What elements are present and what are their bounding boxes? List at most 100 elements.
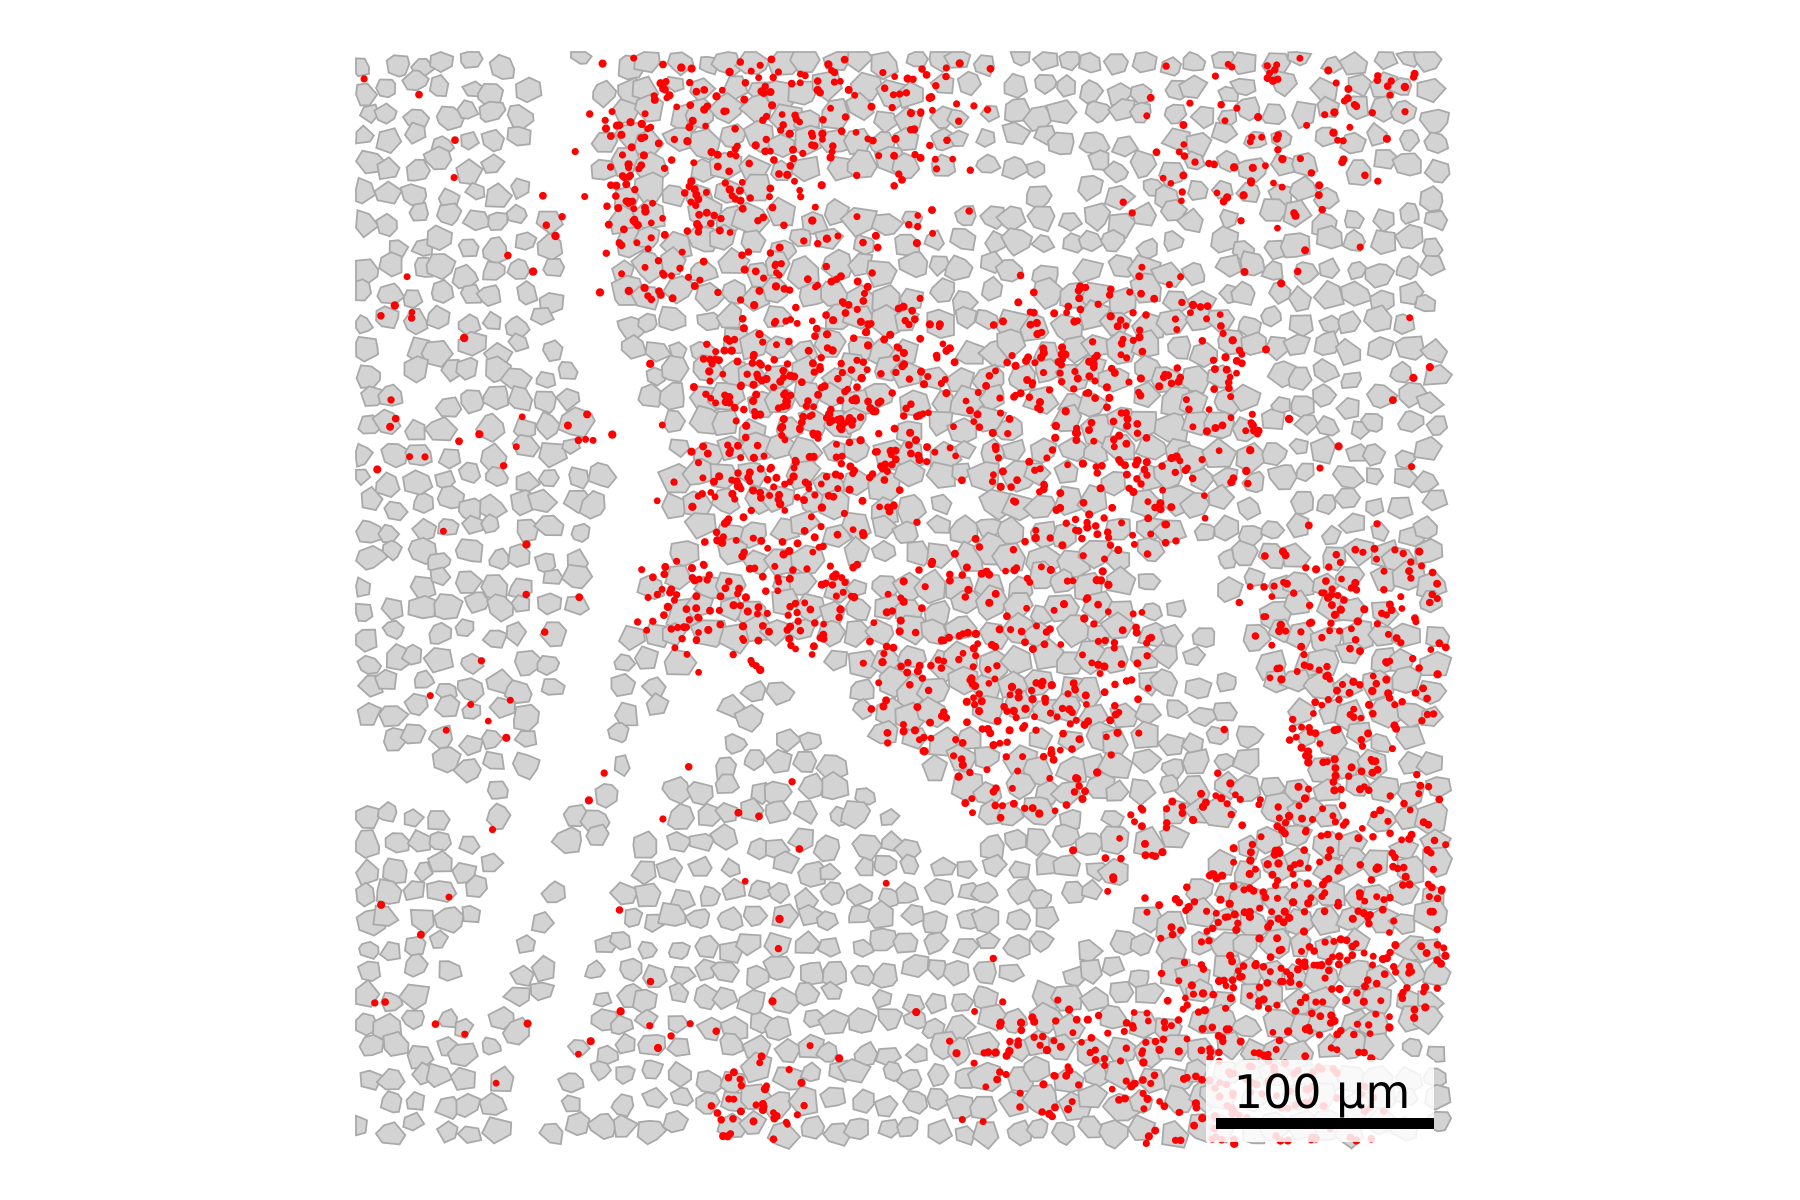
transcript-spot — [1239, 962, 1248, 970]
cell-outline — [922, 910, 949, 935]
cell-outline — [1080, 878, 1104, 901]
transcript-spot — [1117, 854, 1125, 863]
cell-outline — [377, 383, 404, 407]
transcript-spot — [1254, 113, 1263, 122]
transcript-spot — [794, 617, 802, 625]
transcript-spot — [1203, 907, 1211, 915]
cell-outline — [355, 208, 380, 239]
cell-outline — [1373, 51, 1399, 71]
transcript-spot — [1035, 398, 1045, 407]
transcript-spot — [1427, 849, 1435, 857]
cell-outline — [1083, 202, 1112, 233]
transcript-spot — [1188, 474, 1197, 483]
transcript-spot — [1120, 1027, 1128, 1035]
cell-outline — [740, 173, 773, 202]
transcript-spot — [1089, 359, 1098, 368]
cell-outline — [1334, 640, 1366, 665]
transcript-spot — [1139, 1058, 1148, 1067]
transcript-spot — [1246, 583, 1254, 590]
transcript-spot — [721, 179, 729, 187]
cell-outline — [746, 964, 770, 991]
transcript-spot — [1405, 962, 1414, 971]
cell-outline — [1055, 614, 1092, 649]
transcript-spot — [1205, 406, 1213, 413]
cell-outline — [766, 1120, 802, 1150]
transcript-spot — [713, 1109, 722, 1117]
transcript-spot — [1411, 689, 1420, 697]
transcript-spot — [1333, 1046, 1341, 1054]
cell-outline — [454, 570, 484, 594]
transcript-spot — [1038, 677, 1047, 686]
transcript-spot — [1078, 1038, 1085, 1046]
transcript-spot — [1069, 679, 1078, 688]
transcript-spot — [1139, 1089, 1147, 1097]
transcript-spot — [1134, 695, 1142, 704]
transcript-spot — [1264, 922, 1273, 931]
transcript-spot — [1186, 309, 1194, 317]
transcript-spot — [738, 251, 746, 259]
transcript-spot — [1002, 567, 1009, 575]
transcript-spot — [683, 137, 692, 146]
cell-outline — [397, 983, 431, 1012]
transcript-spot — [800, 1101, 808, 1110]
cell-outline — [1022, 462, 1052, 487]
transcript-spot — [1373, 765, 1382, 774]
transcript-spot — [492, 1079, 500, 1087]
cell-outline — [356, 654, 383, 675]
transcript-spot — [1045, 386, 1054, 394]
transcript-spot — [1357, 767, 1366, 776]
transcript-spot — [1301, 1052, 1310, 1061]
transcript-spot — [1082, 390, 1090, 397]
cell-outline — [540, 880, 567, 904]
transcript-spot — [1227, 810, 1236, 819]
transcript-spot — [1380, 567, 1388, 575]
cell-outline — [815, 754, 849, 783]
transcript-spot — [863, 282, 872, 291]
transcript-spot — [586, 110, 594, 118]
cell-outline — [1136, 536, 1166, 563]
transcript-spot — [844, 301, 853, 309]
transcript-spot — [1157, 934, 1165, 942]
cell-outline — [641, 963, 668, 989]
transcript-spot — [1167, 379, 1176, 388]
transcript-spot — [1111, 702, 1119, 710]
transcript-spot — [817, 354, 825, 362]
transcript-spot — [863, 341, 873, 350]
transcript-spot — [829, 316, 838, 325]
cell-outline — [570, 522, 591, 544]
transcript-spot — [1326, 1019, 1335, 1027]
cell-outline — [1317, 314, 1342, 336]
transcript-spot — [1330, 610, 1339, 620]
transcript-spot — [927, 734, 935, 742]
cell-outline — [901, 1090, 929, 1115]
transcript-spot — [626, 118, 635, 127]
transcript-spot — [958, 1116, 966, 1124]
transcript-spot — [1117, 660, 1126, 668]
transcript-spot — [1203, 315, 1211, 323]
cell-outline — [457, 313, 482, 337]
cell-outline — [844, 578, 868, 598]
transcript-spot — [763, 609, 771, 618]
cell-outline — [1156, 733, 1186, 757]
transcript-spot — [1316, 1012, 1325, 1021]
transcript-spot — [1386, 792, 1395, 800]
transcript-spot — [653, 1043, 663, 1053]
transcript-spot — [1334, 867, 1342, 875]
cell-outline — [1418, 185, 1444, 213]
cell-outline — [1362, 304, 1393, 333]
transcript-spot — [604, 220, 613, 229]
cell-outline — [877, 1008, 904, 1032]
transcript-spot — [1075, 1081, 1083, 1089]
transcript-spot — [819, 136, 826, 143]
cell-outline — [378, 251, 403, 278]
transcript-spot — [1382, 675, 1391, 684]
cell-outline — [930, 493, 953, 516]
cell-outline — [1213, 514, 1240, 542]
cell-outline — [1391, 665, 1423, 694]
transcript-spot — [1407, 830, 1416, 839]
cell-outline — [694, 281, 727, 313]
cell-outline — [526, 488, 559, 514]
transcript-spot — [844, 85, 853, 94]
transcript-spot — [1015, 688, 1023, 696]
cell-outline — [569, 51, 593, 65]
